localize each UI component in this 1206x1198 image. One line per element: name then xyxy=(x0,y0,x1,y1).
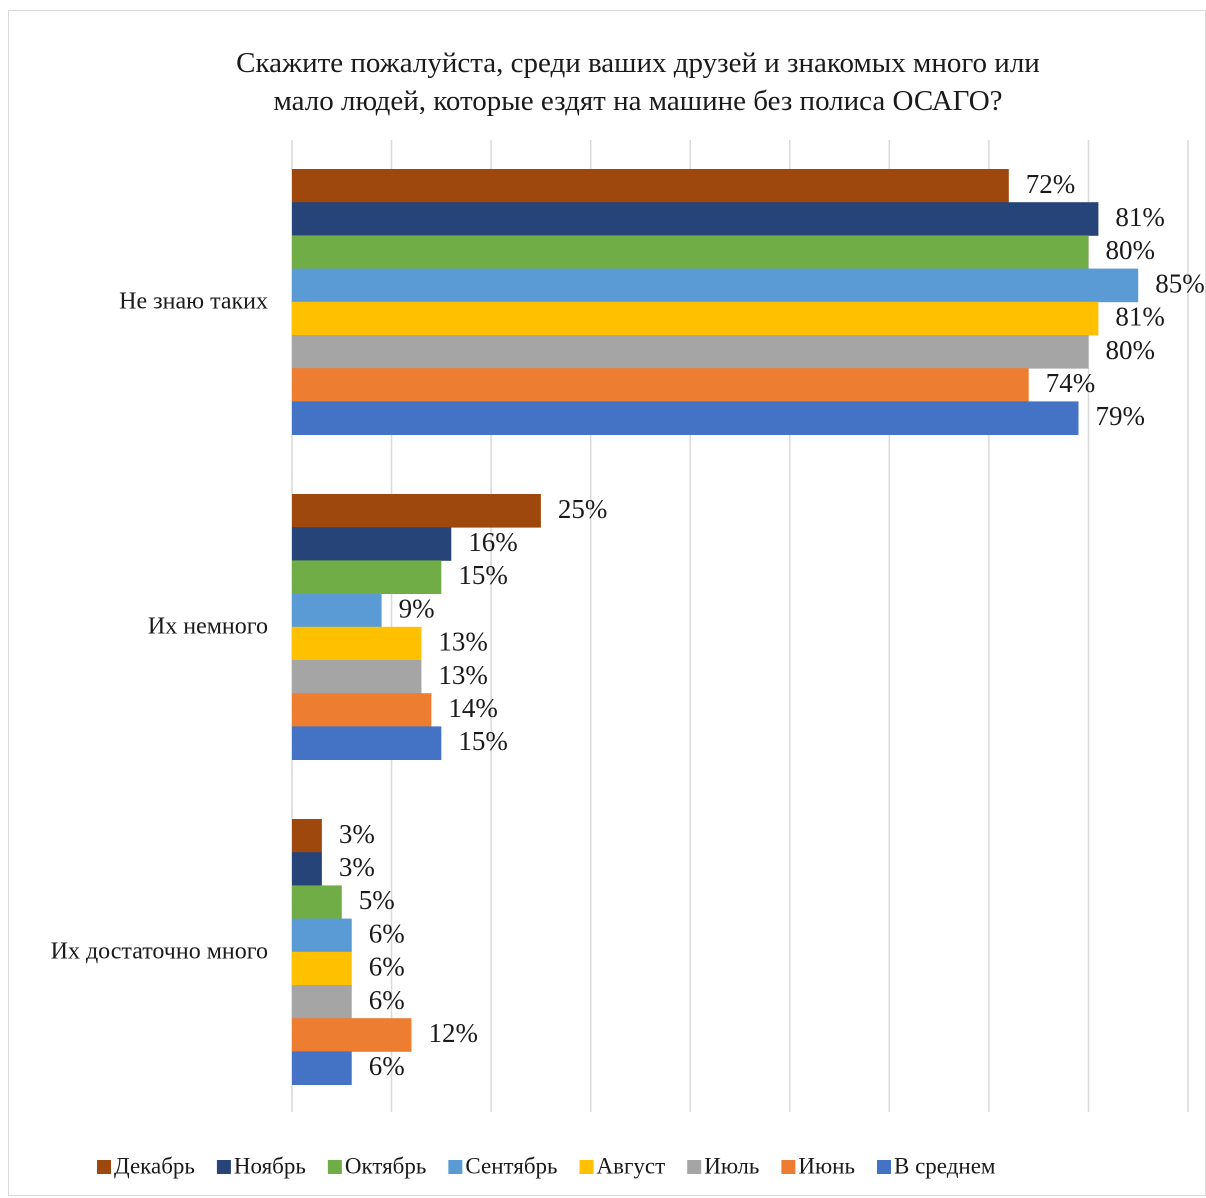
data-label: 6% xyxy=(369,985,405,1015)
data-label: 13% xyxy=(438,660,488,690)
data-labels: 72%81%80%85%81%80%74%79%25%16%15%9%13%13… xyxy=(339,169,1205,1081)
data-label: 3% xyxy=(339,852,375,882)
legend-label: Октябрь xyxy=(345,1153,427,1178)
data-label: 6% xyxy=(369,1051,405,1081)
data-label: 81% xyxy=(1115,302,1165,332)
legend-label: Декабрь xyxy=(114,1153,195,1178)
data-label: 9% xyxy=(399,593,435,623)
legend-swatch xyxy=(327,1160,342,1174)
data-label: 15% xyxy=(458,560,508,590)
bar xyxy=(292,1018,412,1052)
bar xyxy=(292,951,352,986)
legend-swatch xyxy=(579,1160,594,1174)
bar xyxy=(292,885,342,919)
bar xyxy=(292,202,1099,236)
bar xyxy=(292,401,1079,435)
bar xyxy=(292,660,422,694)
data-label: 25% xyxy=(558,494,608,524)
legend-swatch xyxy=(448,1160,463,1174)
bar xyxy=(292,593,382,628)
data-label: 79% xyxy=(1095,401,1145,431)
category-label: Их достаточно много xyxy=(51,938,268,964)
data-label: 3% xyxy=(339,819,375,849)
data-label: 6% xyxy=(369,918,405,948)
legend: Декабрь Ноябрь Октябрь Сентябрь Август Июль Ию… xyxy=(97,1153,996,1178)
data-label: 5% xyxy=(359,885,395,915)
category-label: Их немного xyxy=(148,613,268,639)
data-label: 74% xyxy=(1046,368,1096,398)
bar xyxy=(292,235,1089,269)
bar xyxy=(292,693,432,727)
data-label: 13% xyxy=(438,627,488,657)
legend-label: Ноябрь xyxy=(234,1153,306,1178)
bar xyxy=(292,560,442,594)
legend-swatch xyxy=(97,1160,111,1174)
data-label: 81% xyxy=(1115,202,1165,232)
data-label: 15% xyxy=(458,726,508,756)
data-label: 72% xyxy=(1026,169,1076,199)
bar xyxy=(292,169,1009,203)
bar xyxy=(292,985,352,1019)
legend-label: Июнь xyxy=(798,1153,855,1178)
bar xyxy=(292,494,541,528)
category-labels: Не знаю таких Их немного Их достаточно мно… xyxy=(51,288,268,964)
bar xyxy=(292,852,322,886)
data-label: 16% xyxy=(468,527,518,557)
bar xyxy=(292,726,442,760)
bar xyxy=(292,301,1099,336)
data-label: 14% xyxy=(448,693,498,723)
chart-title-line-1: Скажите пожалуйста, среди ваших друзей и… xyxy=(236,47,1040,79)
chart-title: Скажите пожалуйста, среди ваших друзей и… xyxy=(236,47,1040,117)
legend-swatch xyxy=(216,1160,231,1174)
bar xyxy=(292,527,452,561)
bar xyxy=(292,626,422,661)
legend-swatch xyxy=(687,1160,702,1174)
data-label: 6% xyxy=(369,952,405,982)
chart-title-line-2: мало людей, которые ездят на машине без … xyxy=(273,85,1002,117)
bar xyxy=(292,819,322,853)
bars xyxy=(292,169,1139,1085)
legend-label: Сентябрь xyxy=(465,1153,557,1178)
bar xyxy=(292,268,1139,303)
legend-label: В среднем xyxy=(894,1153,996,1178)
legend-label: Июль xyxy=(704,1153,759,1178)
data-label: 85% xyxy=(1155,268,1205,298)
bar xyxy=(292,335,1089,369)
data-label: 80% xyxy=(1105,235,1155,265)
legend-swatch xyxy=(876,1160,891,1174)
data-label: 80% xyxy=(1105,335,1155,365)
legend-label: Август xyxy=(597,1153,666,1178)
category-label: Не знаю таких xyxy=(119,288,268,314)
legend-swatch xyxy=(781,1160,796,1174)
bar xyxy=(292,918,352,953)
bar xyxy=(292,1051,352,1085)
data-label: 12% xyxy=(428,1018,478,1048)
bar xyxy=(292,368,1029,402)
